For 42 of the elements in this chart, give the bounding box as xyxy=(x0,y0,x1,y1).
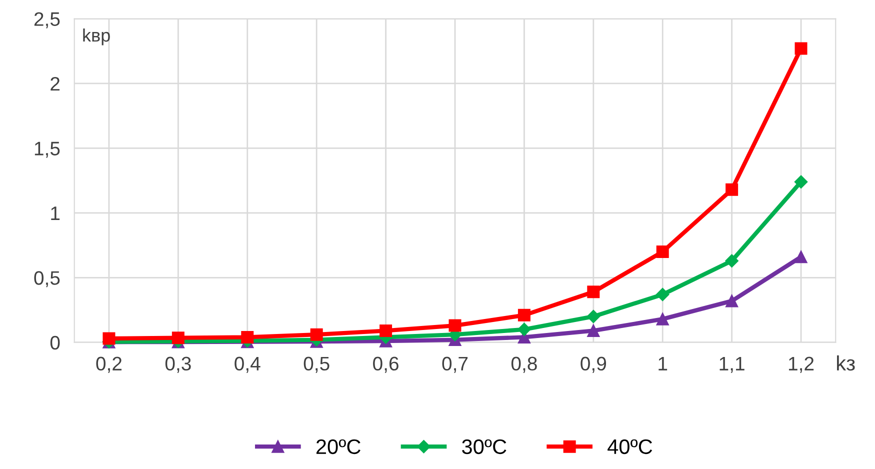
legend-label: 40ºC xyxy=(608,439,652,454)
x-tick-label: 0,5 xyxy=(304,356,330,373)
x-tick-label: 0,9 xyxy=(580,356,606,373)
x-tick-label: 1 xyxy=(658,356,668,370)
y-tick-label: 2 xyxy=(50,76,60,91)
point xyxy=(656,288,670,302)
y-tick-label: 0 xyxy=(50,336,60,350)
point xyxy=(518,322,531,336)
point xyxy=(102,332,116,345)
y-tick-label: 0,5 xyxy=(34,271,60,288)
x-tick-label: 1,1 xyxy=(720,356,744,373)
y-tick-label: 2,5 xyxy=(34,12,60,28)
point xyxy=(794,42,808,55)
point xyxy=(518,308,530,322)
x-tick-label: 0,3 xyxy=(165,356,191,373)
point xyxy=(241,330,254,344)
point xyxy=(587,286,600,298)
point xyxy=(310,328,323,341)
x-axis-title: kз xyxy=(837,355,855,371)
y-axis-title: kвр xyxy=(83,28,110,46)
point xyxy=(794,250,808,264)
x-tick-label: 0,8 xyxy=(511,356,537,373)
point xyxy=(726,183,738,196)
point xyxy=(586,310,600,324)
x-tick-label: 0,7 xyxy=(442,356,468,373)
point xyxy=(656,246,669,258)
y-tick-label: 1,5 xyxy=(34,142,60,158)
x-tick-label: 0,6 xyxy=(373,356,398,373)
point xyxy=(587,324,600,337)
x-tick-label: 0,2 xyxy=(96,356,122,373)
y-tick-label: 1 xyxy=(51,206,60,220)
point xyxy=(794,175,808,188)
point xyxy=(448,319,462,332)
point xyxy=(726,294,738,308)
point xyxy=(725,254,738,268)
legend-label: 20ºC xyxy=(316,439,360,454)
x-tick-label: 0,4 xyxy=(234,356,260,373)
point xyxy=(656,312,669,326)
legend-label: 30ºC xyxy=(462,439,506,454)
x-tick-label: 1,2 xyxy=(788,356,814,373)
point xyxy=(172,332,184,344)
point xyxy=(380,324,392,337)
